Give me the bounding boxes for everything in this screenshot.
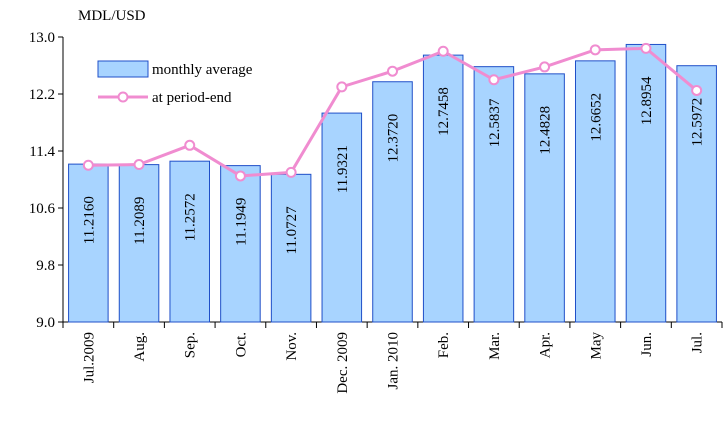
- legend-marker: [117, 91, 129, 103]
- bar: [524, 73, 565, 323]
- value-label: 12.4828: [538, 106, 554, 155]
- marker: [488, 74, 500, 86]
- value-label: 12.5972: [690, 98, 706, 147]
- marker: [133, 159, 145, 171]
- bar: [422, 54, 464, 323]
- value-label: 12.6652: [588, 93, 604, 142]
- x-tick-label: Jul.2009: [81, 332, 97, 383]
- marker: [234, 170, 246, 182]
- bar: [574, 60, 616, 323]
- marker: [336, 81, 348, 93]
- legend-label: at period-end: [152, 90, 232, 106]
- value-label: 12.7458: [436, 87, 452, 136]
- value-label: 12.5837: [487, 98, 503, 147]
- y-tick-label: 9.0: [36, 315, 55, 331]
- value-label: 12.3720: [386, 114, 402, 163]
- x-tick-label: Jun.: [639, 332, 655, 357]
- y-tick-label: 9.8: [36, 258, 55, 274]
- bar: [118, 164, 160, 323]
- marker: [184, 139, 196, 151]
- bar: [68, 163, 109, 323]
- x-tick-label: Sep.: [183, 332, 199, 358]
- marker: [387, 65, 398, 77]
- x-tick-label: Jan. 2010: [386, 332, 402, 390]
- bar: [625, 43, 667, 323]
- marker: [539, 61, 551, 73]
- chart-title: MDL/USD: [78, 8, 146, 24]
- bar: [321, 112, 363, 323]
- x-tick-label: Dec. 2009: [335, 332, 351, 394]
- y-tick-label: 13.0: [29, 30, 55, 46]
- value-label: 11.2160: [81, 196, 97, 244]
- value-label: 11.2572: [183, 193, 199, 241]
- marker: [640, 42, 652, 54]
- bar: [270, 173, 312, 323]
- value-label: 11.1949: [233, 198, 249, 246]
- value-label: 11.2089: [132, 197, 148, 245]
- bar: [676, 65, 717, 323]
- value-label: 11.0727: [284, 206, 300, 255]
- marker: [691, 84, 703, 96]
- bar: [473, 66, 515, 323]
- bar: [372, 81, 413, 323]
- y-tick-label: 10.6: [29, 201, 56, 217]
- bar: [220, 165, 261, 323]
- x-tick-label: Mar.: [487, 332, 503, 360]
- legend-swatch: [97, 60, 149, 78]
- x-tick-label: Jul.: [690, 332, 706, 353]
- x-tick-label: Apr.: [538, 332, 554, 358]
- marker: [589, 44, 601, 56]
- x-tick-label: Oct.: [233, 332, 249, 357]
- x-tick-label: Aug.: [132, 332, 148, 362]
- value-label: 11.9321: [335, 145, 351, 193]
- y-tick-label: 11.4: [29, 144, 55, 160]
- marker: [437, 45, 449, 57]
- value-label: 12.8954: [639, 76, 655, 125]
- legend-label: monthly average: [152, 62, 253, 78]
- x-tick-label: May: [588, 332, 604, 360]
- x-tick-label: Nov.: [284, 332, 300, 361]
- x-tick-label: Feb.: [436, 332, 452, 358]
- marker: [82, 159, 94, 171]
- marker: [285, 166, 297, 178]
- y-tick-label: 12.2: [29, 87, 55, 103]
- bar: [169, 160, 211, 323]
